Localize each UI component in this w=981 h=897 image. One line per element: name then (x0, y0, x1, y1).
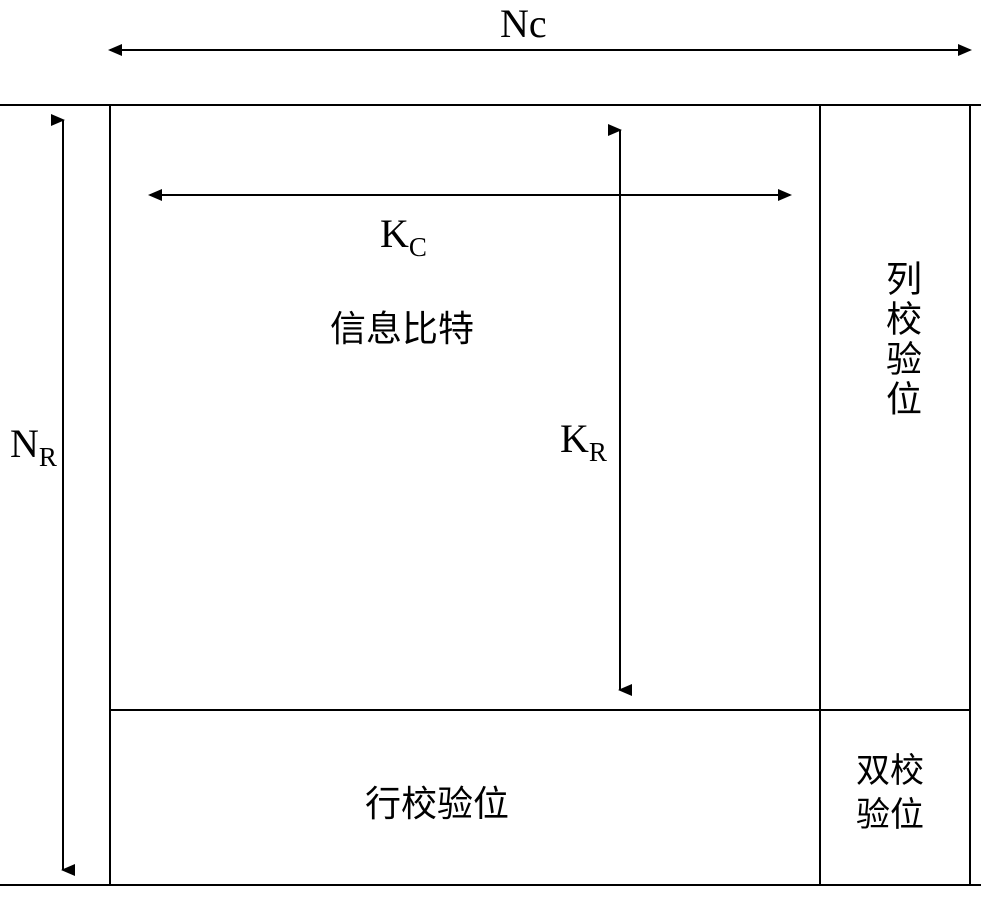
kc-label: KC (380, 210, 427, 263)
nr-label: NR (10, 420, 57, 473)
double-parity-label: 双校 验位 (856, 750, 924, 838)
info-bits-label: 信息比特 (330, 300, 474, 352)
diagram-svg (0, 0, 981, 897)
col-parity-label: 列校验位 (875, 260, 927, 420)
diagram-container: Nc NR KC KR 信息比特 列校验位 行校验位 双校 验位 (0, 0, 981, 897)
nc-label: Nc (500, 0, 547, 47)
row-parity-label: 行校验位 (365, 775, 509, 827)
kr-label: KR (560, 415, 607, 468)
